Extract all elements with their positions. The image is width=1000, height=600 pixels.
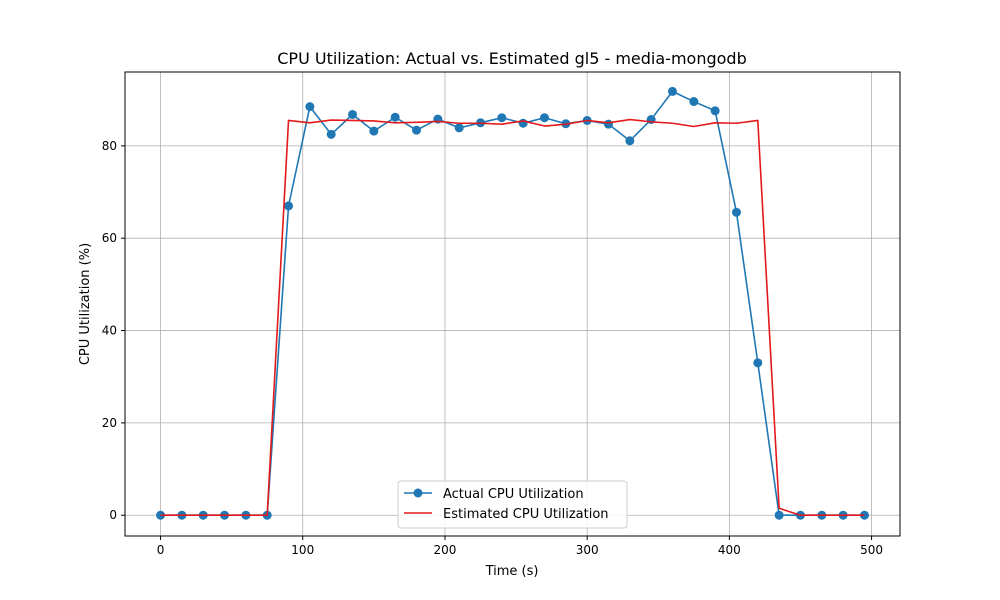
series-line-1 bbox=[160, 118, 865, 517]
data-point bbox=[689, 97, 699, 107]
data-point bbox=[390, 112, 400, 122]
x-tick-label: 100 bbox=[291, 543, 314, 557]
data-point bbox=[348, 109, 358, 119]
data-point bbox=[731, 207, 741, 217]
legend-actual-label: Actual CPU Utilization bbox=[443, 487, 584, 502]
data-point bbox=[326, 129, 336, 139]
data-point bbox=[284, 201, 294, 211]
x-tick-label: 300 bbox=[576, 543, 599, 557]
grid-lines bbox=[125, 72, 900, 536]
data-point bbox=[753, 358, 763, 368]
chart-title: CPU Utilization: Actual vs. Estimated gl… bbox=[277, 49, 746, 68]
legend-box bbox=[397, 480, 628, 529]
y-tick-label: 0 bbox=[109, 508, 117, 522]
x-tick-label: 400 bbox=[718, 543, 741, 557]
y-tick-label: 40 bbox=[102, 324, 117, 338]
data-point bbox=[603, 119, 613, 129]
y-tick-label: 80 bbox=[102, 139, 117, 153]
data-point bbox=[369, 126, 379, 136]
x-tick-label: 500 bbox=[860, 543, 883, 557]
data-point bbox=[305, 102, 315, 112]
data-point bbox=[774, 510, 784, 520]
data-point bbox=[497, 113, 507, 123]
legend-actual-marker bbox=[413, 488, 423, 498]
data-point bbox=[412, 125, 422, 135]
data-point bbox=[454, 123, 464, 133]
series-line-0 bbox=[160, 90, 865, 517]
y-tick-label: 60 bbox=[102, 231, 117, 245]
data-point bbox=[539, 113, 549, 123]
plot-frame bbox=[124, 71, 901, 537]
y-tick-label: 20 bbox=[102, 416, 117, 430]
legend-estimated-label: Estimated CPU Utilization bbox=[443, 507, 609, 522]
data-point bbox=[518, 118, 528, 128]
series-layer bbox=[156, 86, 869, 520]
x-axis-label: Time (s) bbox=[485, 564, 539, 579]
data-point bbox=[667, 86, 677, 96]
data-point bbox=[710, 106, 720, 116]
x-tick-label: 200 bbox=[434, 543, 457, 557]
y-axis-ticks: 0 20 40 60 80 bbox=[102, 139, 125, 522]
legend: Actual CPU Utilization Estimated CPU Uti… bbox=[397, 480, 628, 529]
y-axis-label: CPU Utilization (%) bbox=[78, 243, 93, 365]
x-tick-label: 0 bbox=[157, 543, 165, 557]
x-axis-ticks: 0 100 200 300 400 500 bbox=[157, 536, 883, 557]
data-point bbox=[625, 136, 635, 146]
